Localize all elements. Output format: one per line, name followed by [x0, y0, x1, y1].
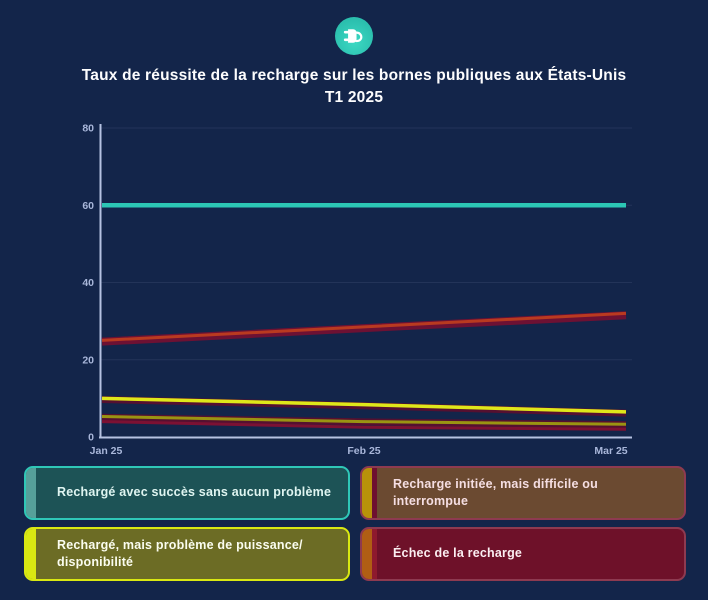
legend-item-success: Rechargé avec succès sans aucun problème — [24, 466, 350, 520]
legend-item-power-availability: Rechargé, mais problème de puissance/ di… — [24, 526, 350, 581]
header: Taux de réussite de la recharge sur les … — [0, 0, 708, 108]
y-tick-label: 80 — [82, 123, 94, 135]
legend-item-difficult-interrupted: Recharge initiée, mais difficile ou inte… — [360, 466, 686, 520]
x-tick-label: Mar 25 — [594, 445, 627, 457]
chart-canvas: 0 20 40 60 80 Jan 25 Feb 25 Mar 25 — [82, 123, 632, 457]
x-tick-label: Jan 25 — [90, 445, 123, 457]
plug-icon — [335, 17, 373, 55]
legend-accent-bar — [362, 468, 372, 518]
legend-accent-strip — [372, 528, 377, 579]
x-tick-label: Feb 25 — [347, 445, 380, 457]
legend-accent-strip — [372, 468, 377, 518]
legend-accent-strip — [36, 468, 41, 518]
legend-label: Recharge initiée, mais difficile ou inte… — [393, 477, 598, 508]
chart-legend: Rechargé avec succès sans aucun problème… — [24, 466, 686, 581]
legend-accent-strip — [36, 528, 41, 579]
page-title: Taux de réussite de la recharge sur les … — [81, 67, 627, 106]
y-tick-label: 60 — [82, 200, 94, 212]
legend-label: Rechargé avec succès sans aucun problème — [57, 485, 332, 500]
legend-accent-bar — [26, 528, 36, 579]
legend-label: Rechargé, mais problème de puissance/ di… — [57, 537, 303, 569]
y-tick-label: 20 — [82, 354, 94, 366]
legend-label: Échec de la recharge — [393, 546, 523, 561]
line-chart: 0 20 40 60 80 Jan 25 Feb 25 Mar 25 — [82, 123, 632, 457]
legend-accent-bar — [362, 528, 372, 579]
y-tick-label: 0 — [88, 432, 94, 444]
legend-accent-bar — [26, 468, 36, 518]
y-tick-label: 40 — [82, 277, 94, 289]
legend-item-failure: Échec de la recharge — [360, 526, 686, 581]
